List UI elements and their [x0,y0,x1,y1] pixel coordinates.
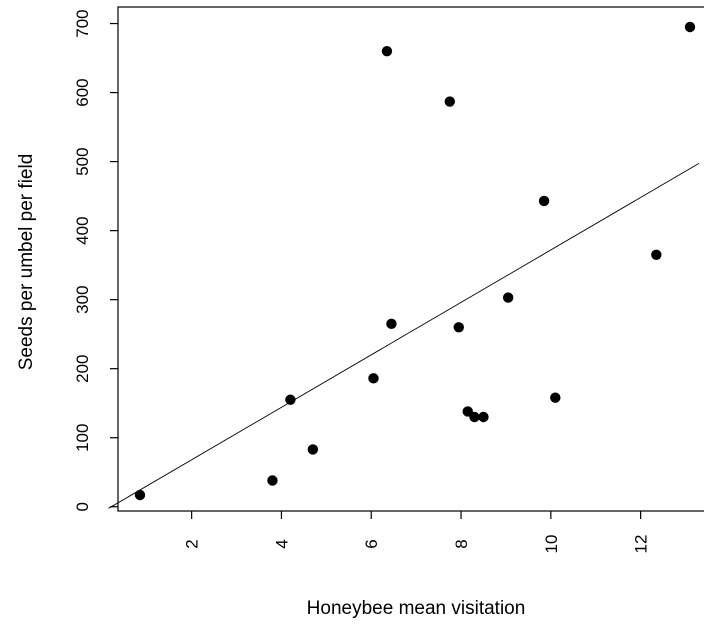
data-point [285,394,296,405]
y-tick-label: 500 [73,147,92,175]
data-point [478,411,489,423]
x-tick-label: 2 [183,539,202,548]
data-points [134,21,696,501]
plot-frame [117,6,704,512]
x-tick-label: 12 [632,535,651,554]
y-tick-label: 300 [73,285,92,313]
data-point [386,318,397,330]
y-tick-label: 200 [73,354,92,382]
data-point [538,195,550,207]
x-tick-label: 4 [272,539,291,548]
regression-line-group [108,163,700,509]
y-tick-label: 700 [73,9,92,37]
data-point [684,21,696,33]
data-point [550,392,561,403]
y-tick-label: 600 [73,78,92,106]
x-axis: 2 4 6 8 10 12 [183,511,651,553]
y-tick-label: 100 [73,424,92,452]
data-point [267,475,278,486]
y-axis: 0 100 200 300 400 500 600 700 [73,9,118,511]
x-tick-label: 8 [452,539,471,548]
x-tick-label: 10 [542,535,561,554]
data-point [469,411,480,423]
data-point [444,96,455,107]
data-point [134,489,146,501]
data-point [502,292,514,303]
y-tick-label: 0 [73,502,92,511]
y-axis-label: Seeds per umbel per field [16,154,37,371]
data-point [381,45,393,57]
data-point [651,249,662,260]
data-point [307,444,319,455]
y-tick-label: 400 [73,216,92,244]
x-tick-label: 6 [362,539,381,548]
data-point [453,322,464,333]
data-point [368,373,379,384]
x-axis-label: Honeybee mean visitation [307,598,526,619]
regression-line [108,163,700,509]
